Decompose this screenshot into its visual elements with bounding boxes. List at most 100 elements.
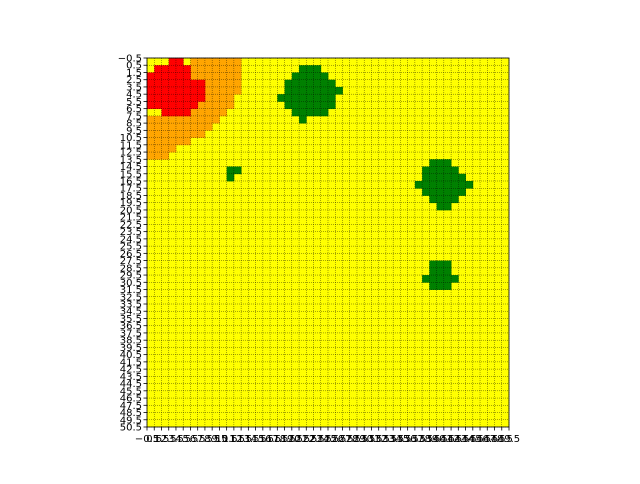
- heatmap-cell-green: [284, 101, 293, 110]
- heatmap-cell-green: [451, 166, 459, 175]
- heatmap-cell-green: [299, 86, 307, 95]
- heatmap-cell-red: [154, 72, 162, 81]
- y-tick-label: 31.5: [120, 285, 142, 296]
- x-tick-label: 37.5: [411, 434, 433, 445]
- heatmap-cell-orange: [212, 65, 220, 73]
- y-tick-label: −0.5: [118, 54, 142, 65]
- y-tick-label: 3.5: [126, 82, 142, 93]
- heatmap-cell-orange: [226, 58, 235, 66]
- heatmap-cell-orange: [204, 101, 213, 110]
- heatmap-cell-red: [154, 79, 162, 88]
- heatmap-cell-green: [443, 166, 452, 175]
- y-tick-label: 1.5: [126, 68, 142, 79]
- x-tick-label: 34.5: [389, 434, 411, 445]
- y-tick-label: 14.5: [120, 162, 142, 173]
- heatmap-cell-orange: [219, 108, 228, 117]
- x-tick-label: 9.5: [211, 434, 227, 445]
- x-tick-label: 19.5: [281, 434, 303, 445]
- heatmap-cell-red: [175, 65, 184, 73]
- x-tick-label: 15.5: [252, 434, 274, 445]
- y-tick-label: 41.5: [120, 357, 142, 368]
- y-tick-label: 26.5: [120, 249, 142, 260]
- heatmap-cell-red: [183, 101, 191, 110]
- y-tick-label: 4.5: [126, 90, 142, 101]
- heatmap-cell-red: [161, 86, 170, 95]
- heatmap-cell-red: [161, 94, 170, 102]
- heatmap-cell-green: [429, 282, 437, 290]
- heatmap-cell-orange: [168, 115, 177, 124]
- y-tick-label: 23.5: [120, 227, 142, 238]
- heatmap-cell-red: [168, 86, 177, 95]
- heatmap-cell-red: [183, 79, 191, 88]
- heatmap-cell-red: [147, 101, 155, 110]
- y-tick-label: 20.5: [120, 205, 142, 216]
- heatmap-cell-orange: [168, 130, 177, 138]
- y-axis-ticks: −0.50.51.52.53.54.55.56.57.58.59.510.511…: [118, 54, 147, 434]
- heatmap-cell-green: [335, 86, 343, 95]
- heatmap-cell-orange: [147, 123, 155, 131]
- heatmap-cell-green: [451, 188, 459, 196]
- heatmap-cell-orange: [204, 65, 213, 73]
- heatmap-cell-green: [443, 159, 452, 167]
- y-tick-label: 12.5: [120, 148, 142, 159]
- y-tick-label: 42.5: [120, 365, 142, 376]
- heatmap-cell-green: [313, 65, 322, 73]
- heatmap-cell-orange: [219, 94, 228, 102]
- heatmap-cell-orange: [197, 101, 206, 110]
- x-tick-label: 46.5: [476, 434, 498, 445]
- heatmap-cell-orange: [183, 137, 191, 146]
- heatmap-cell-orange: [233, 79, 242, 88]
- x-tick-label: 11.5: [223, 434, 245, 445]
- heatmap-cell-green: [291, 79, 300, 88]
- heatmap-cell-orange: [147, 144, 155, 153]
- heatmap-cell-orange: [204, 72, 213, 81]
- heatmap-cell-green: [436, 282, 445, 290]
- heatmap-cell-green: [277, 94, 285, 102]
- heatmap-cell-green: [299, 94, 307, 102]
- y-tick-label: 7.5: [126, 111, 142, 122]
- heatmap-cell-green: [328, 94, 336, 102]
- y-tick-label: 13.5: [120, 155, 142, 166]
- heatmap-cell-orange: [226, 79, 235, 88]
- heatmap-cell-green: [443, 275, 452, 283]
- heatmap-cell-green: [458, 188, 466, 196]
- heatmap-cell-orange: [147, 115, 155, 124]
- heatmap-cell-orange: [183, 130, 191, 138]
- heatmap-cell-red: [183, 86, 191, 95]
- heatmap-cell-orange: [161, 115, 170, 124]
- y-tick-label: 10.5: [120, 133, 142, 144]
- heatmap-cell-orange: [161, 144, 170, 153]
- heatmap-cell-green: [313, 72, 322, 81]
- heatmap-cell-red: [154, 94, 162, 102]
- y-tick-label: 25.5: [120, 242, 142, 253]
- heatmap-cell-orange: [190, 130, 199, 138]
- heatmap-cell-red: [168, 58, 177, 66]
- heatmap-cell-orange: [219, 65, 228, 73]
- heatmap-cell-orange: [204, 123, 213, 131]
- heatmap-cell-orange: [190, 65, 199, 73]
- x-tick-label: 5.5: [182, 434, 198, 445]
- heatmap-cell-orange: [147, 152, 155, 160]
- heatmap-cell-orange: [226, 86, 235, 95]
- heatmap-cell-green: [320, 79, 329, 88]
- heatmap-cell-green: [291, 94, 300, 102]
- heatmap-cell-red: [175, 86, 184, 95]
- y-tick-label: 29.5: [120, 271, 142, 282]
- x-tick-label: 22.5: [302, 434, 324, 445]
- heatmap-cell-orange: [175, 137, 184, 146]
- y-tick-label: 44.5: [120, 379, 142, 390]
- heatmap-cell-green: [443, 202, 452, 211]
- heatmap-cell-green: [429, 188, 437, 196]
- heatmap-cell-green: [328, 86, 336, 95]
- heatmap-cell-red: [147, 79, 155, 88]
- heatmap-cell-orange: [154, 130, 162, 138]
- y-tick-label: 28.5: [120, 263, 142, 274]
- x-tick-label: 29.5: [353, 434, 375, 445]
- heatmap-cell-orange: [233, 72, 242, 81]
- heatmap-cell-green: [451, 275, 459, 283]
- heatmap-cell-red: [190, 94, 199, 102]
- heatmap-cell-orange: [190, 58, 199, 66]
- heatmap-cell-red: [147, 86, 155, 95]
- x-tick-label: 7.5: [197, 434, 213, 445]
- y-tick-label: 24.5: [120, 234, 142, 245]
